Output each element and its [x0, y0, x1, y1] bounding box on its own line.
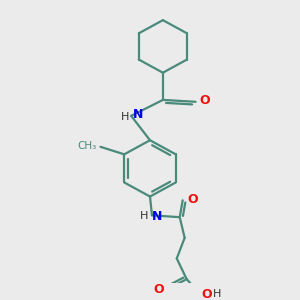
Text: N: N	[133, 108, 143, 122]
Text: O: O	[154, 283, 164, 296]
Text: H: H	[213, 289, 222, 299]
Text: O: O	[187, 193, 198, 206]
Text: O: O	[201, 288, 212, 300]
Text: H: H	[121, 112, 129, 122]
Text: H: H	[140, 211, 148, 221]
Text: O: O	[199, 94, 210, 107]
Text: N: N	[152, 210, 162, 223]
Text: CH₃: CH₃	[77, 141, 97, 151]
